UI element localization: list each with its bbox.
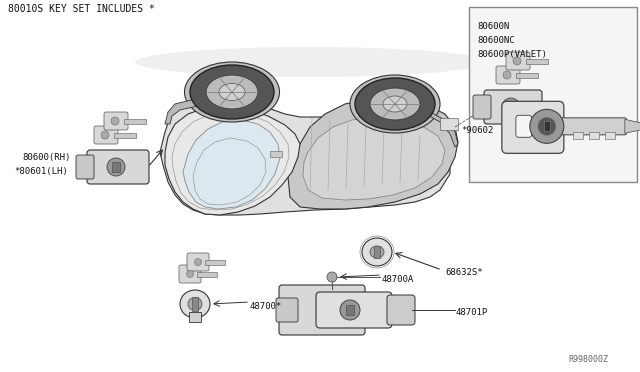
Bar [440,118,458,130]
Polygon shape [418,107,458,147]
Ellipse shape [362,238,392,266]
FancyBboxPatch shape [484,90,542,124]
Polygon shape [160,97,450,215]
Circle shape [195,259,202,266]
Ellipse shape [355,78,435,130]
Ellipse shape [370,246,384,258]
Ellipse shape [190,65,274,119]
Bar [124,119,146,124]
Polygon shape [165,106,300,215]
Ellipse shape [135,47,485,77]
Ellipse shape [180,290,210,318]
Bar [605,132,615,140]
Text: 68632S*: 68632S* [445,268,483,277]
Circle shape [530,109,564,143]
Bar [197,272,217,276]
Polygon shape [193,138,266,205]
Ellipse shape [383,96,407,112]
Text: 48700*: 48700* [250,302,282,311]
Polygon shape [303,117,445,200]
Bar [270,151,282,157]
Bar [469,7,637,182]
Circle shape [107,158,125,176]
FancyBboxPatch shape [516,115,532,137]
Bar [192,297,198,311]
Text: R998000Z: R998000Z [568,355,608,364]
Text: 48701P: 48701P [455,308,487,317]
FancyBboxPatch shape [187,253,209,271]
Bar [507,102,515,112]
FancyBboxPatch shape [502,101,564,153]
FancyBboxPatch shape [473,95,491,119]
Bar [346,305,354,315]
Circle shape [340,300,360,320]
FancyBboxPatch shape [561,118,627,135]
Text: 80600(RH): 80600(RH) [22,153,70,162]
Ellipse shape [350,75,440,133]
Text: 80010S KEY SET INCLUDES *: 80010S KEY SET INCLUDES * [8,4,155,14]
Circle shape [111,117,119,125]
Bar [544,121,550,131]
FancyBboxPatch shape [94,126,118,144]
FancyBboxPatch shape [104,112,128,130]
FancyBboxPatch shape [496,66,520,84]
Circle shape [101,131,109,139]
FancyBboxPatch shape [506,52,530,70]
Bar [589,132,599,140]
Polygon shape [625,119,640,133]
Circle shape [503,71,511,79]
FancyBboxPatch shape [87,150,149,184]
Bar [189,312,201,322]
Bar [114,132,136,138]
Polygon shape [165,97,215,124]
FancyBboxPatch shape [76,155,94,179]
Text: 80600N: 80600N [477,22,509,32]
FancyBboxPatch shape [179,265,201,283]
Polygon shape [172,112,289,210]
Bar [573,132,583,140]
Bar [112,162,120,172]
FancyBboxPatch shape [316,292,392,328]
Circle shape [502,98,520,116]
Ellipse shape [184,62,280,122]
Text: 80600NC: 80600NC [477,36,515,45]
Circle shape [513,57,521,65]
Ellipse shape [206,75,258,109]
Bar [526,58,548,64]
FancyBboxPatch shape [387,295,415,325]
Bar [516,73,538,77]
FancyBboxPatch shape [276,298,298,322]
Text: *90602: *90602 [461,126,493,135]
FancyBboxPatch shape [279,285,365,335]
Bar [374,246,380,258]
Ellipse shape [219,83,245,100]
Circle shape [327,272,337,282]
Polygon shape [183,120,280,209]
Polygon shape [288,99,458,209]
Ellipse shape [188,298,202,311]
Text: 48700A: 48700A [382,275,414,284]
Text: *80601(LH): *80601(LH) [14,167,68,176]
Circle shape [538,117,556,135]
Text: 80600P(VALET): 80600P(VALET) [477,51,547,60]
Circle shape [186,270,193,278]
Ellipse shape [370,88,420,120]
Bar [205,260,225,264]
